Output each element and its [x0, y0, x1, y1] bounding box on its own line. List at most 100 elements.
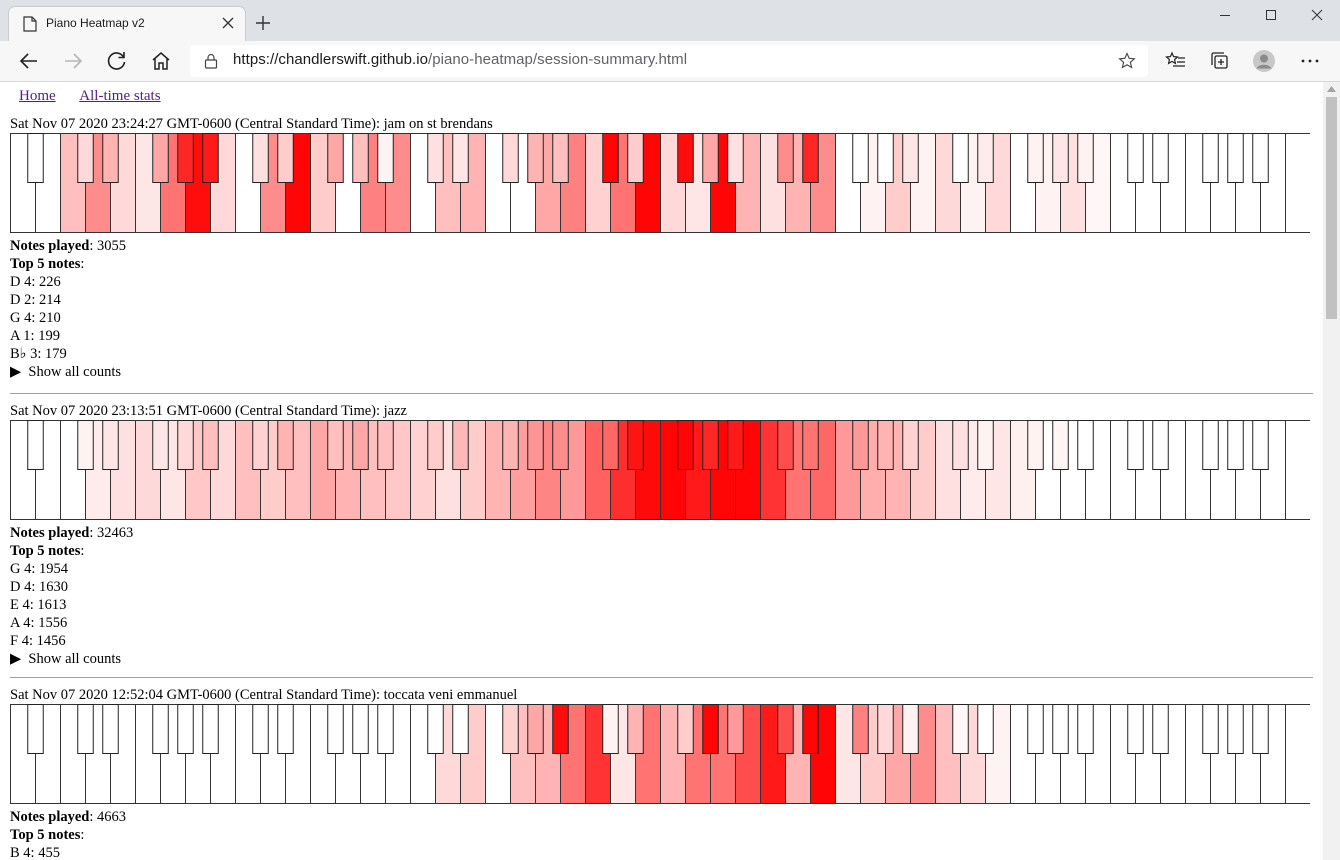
black-key: [777, 133, 794, 183]
black-key: [452, 420, 469, 470]
black-key: [1252, 704, 1269, 754]
black-key: [327, 133, 344, 183]
black-key: [352, 704, 369, 754]
black-key: [1052, 420, 1069, 470]
black-key: [202, 133, 219, 183]
top-note-item: G 4: 210: [10, 310, 61, 326]
black-key: [27, 704, 44, 754]
black-key: [552, 133, 569, 183]
lock-icon[interactable]: [204, 53, 218, 69]
scrollbar-thumb[interactable]: [1326, 97, 1337, 319]
close-tab-icon[interactable]: [221, 16, 235, 30]
black-key: [1052, 133, 1069, 183]
black-key: [527, 133, 544, 183]
black-key: [1027, 133, 1044, 183]
black-key: [602, 133, 619, 183]
black-key: [252, 704, 269, 754]
black-key: [802, 420, 819, 470]
new-tab-icon[interactable]: [254, 14, 272, 32]
url-text[interactable]: https://chandlerswift.github.io/piano-he…: [233, 51, 687, 68]
top-notes-heading: Top 5 notes:: [10, 543, 85, 559]
tab-strip: Piano Heatmap v2: [0, 0, 1340, 41]
top-note-item: E 4: 1613: [10, 597, 67, 613]
top-notes-label: Top 5 notes: [10, 543, 81, 559]
black-key: [27, 133, 44, 183]
session-stats: Notes played: 3055 Top 5 notes: D 4: 226…: [10, 237, 1313, 381]
black-key: [727, 133, 744, 183]
black-key: [1077, 420, 1094, 470]
black-key: [1252, 133, 1269, 183]
black-key: [77, 704, 94, 754]
all-time-stats-link[interactable]: All-time stats: [79, 88, 161, 104]
disclosure-triangle-icon: ▶: [10, 651, 22, 667]
close-window-button[interactable]: [1294, 0, 1340, 30]
top-note-item: G 4: 1954: [10, 561, 68, 577]
session-divider: [10, 393, 1313, 394]
notes-played-value: 32463: [97, 525, 134, 541]
notes-played-row: Notes played: 32463: [10, 525, 134, 541]
top-notes-heading: Top 5 notes:: [10, 827, 85, 843]
more-menu-icon[interactable]: [1298, 49, 1322, 73]
black-key: [902, 133, 919, 183]
black-key: [1202, 704, 1219, 754]
black-key: [1027, 420, 1044, 470]
show-all-counts-toggle[interactable]: ▶ Show all counts: [10, 650, 1313, 668]
maximize-button[interactable]: [1248, 0, 1294, 30]
black-key: [1027, 704, 1044, 754]
home-icon[interactable]: [149, 49, 173, 73]
black-key: [727, 704, 744, 754]
black-key: [152, 133, 169, 183]
black-key: [452, 133, 469, 183]
notes-played-value: 3055: [97, 238, 127, 254]
black-key: [377, 704, 394, 754]
show-all-counts-toggle[interactable]: ▶ Show all counts: [10, 363, 1313, 381]
black-key: [1152, 133, 1169, 183]
black-key: [777, 704, 794, 754]
black-key: [1202, 420, 1219, 470]
black-key: [277, 420, 294, 470]
favorite-star-icon[interactable]: [1118, 52, 1136, 70]
black-key: [177, 704, 194, 754]
black-key: [902, 420, 919, 470]
minimize-button[interactable]: [1202, 0, 1248, 30]
black-key: [677, 420, 694, 470]
scroll-up-arrow-icon[interactable]: [1327, 86, 1336, 92]
refresh-icon[interactable]: [105, 49, 129, 73]
black-key: [1252, 420, 1269, 470]
back-arrow-icon[interactable]: [17, 49, 41, 73]
black-key: [602, 704, 619, 754]
maximize-icon: [1266, 10, 1276, 20]
black-key: [677, 704, 694, 754]
top-note-item: A 4: 1556: [10, 615, 68, 631]
black-key: [627, 133, 644, 183]
black-key: [877, 420, 894, 470]
vertical-scrollbar[interactable]: [1323, 82, 1340, 860]
session-stats: Notes played: 32463 Top 5 notes: G 4: 19…: [10, 524, 1313, 668]
profile-avatar-icon[interactable]: [1252, 49, 1276, 73]
forward-arrow-icon[interactable]: [61, 49, 85, 73]
page-icon: [23, 16, 37, 32]
browser-tab[interactable]: Piano Heatmap v2: [8, 6, 246, 41]
black-key: [502, 420, 519, 470]
notes-played-row: Notes played: 3055: [10, 238, 127, 254]
top-note-item: D 2: 214: [10, 292, 61, 308]
black-key: [427, 704, 444, 754]
black-key: [502, 704, 519, 754]
top-note-item: A 1: 199: [10, 328, 60, 344]
black-key: [777, 420, 794, 470]
black-key: [1152, 704, 1169, 754]
collections-icon[interactable]: [1208, 49, 1232, 73]
url-host: https://chandlerswift.github.io: [233, 51, 428, 68]
black-key: [502, 133, 519, 183]
minimize-icon: [1220, 15, 1230, 16]
black-key: [352, 420, 369, 470]
home-link[interactable]: Home: [19, 88, 56, 104]
address-bar[interactable]: https://chandlerswift.github.io/piano-he…: [190, 45, 1148, 77]
black-key: [602, 420, 619, 470]
top-note-item: B 4: 455: [10, 845, 60, 860]
black-key: [902, 704, 919, 754]
black-key: [802, 704, 819, 754]
black-key: [727, 420, 744, 470]
favorites-list-icon[interactable]: [1164, 49, 1188, 73]
session-entry: Sat Nov 07 2020 23:13:51 GMT-0600 (Centr…: [10, 403, 1313, 668]
